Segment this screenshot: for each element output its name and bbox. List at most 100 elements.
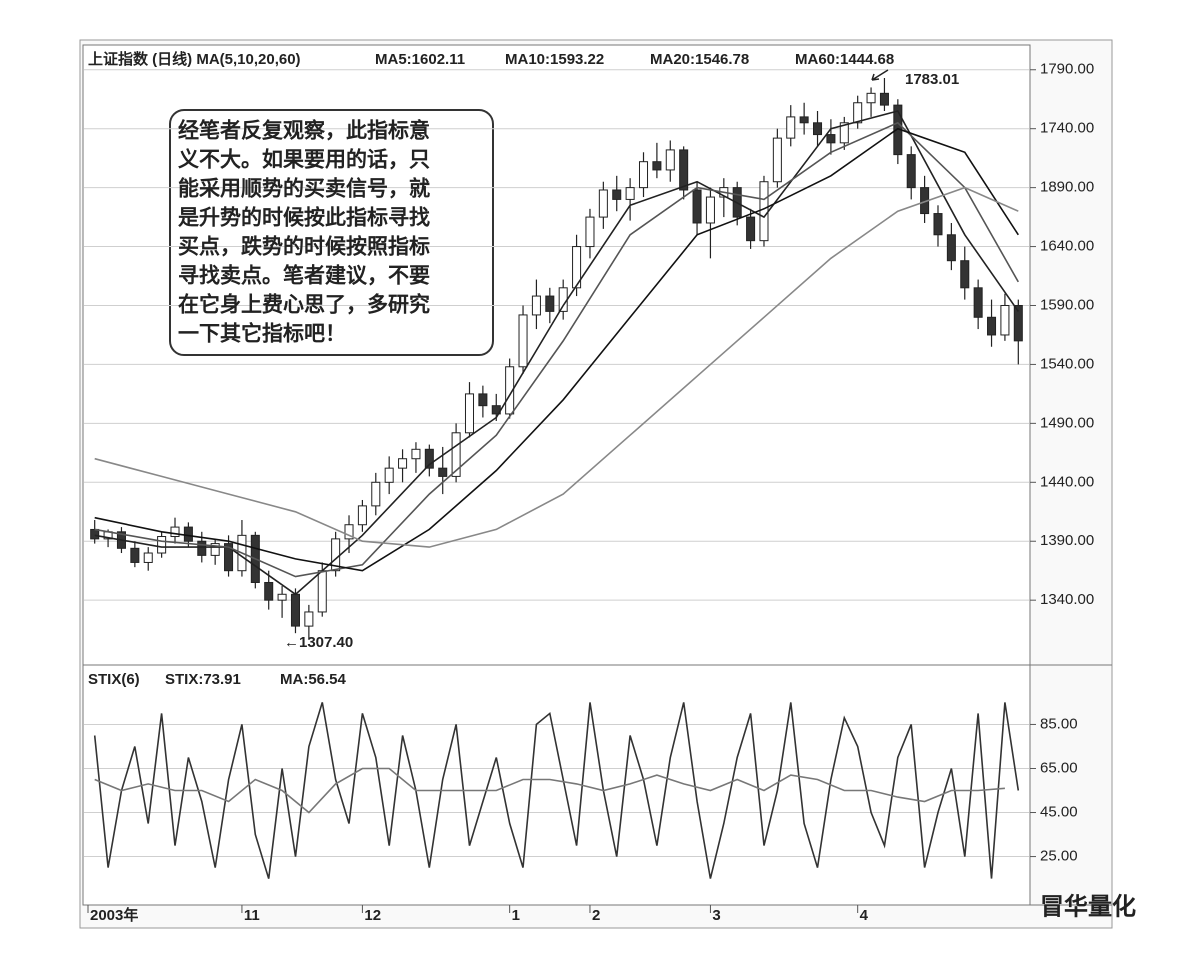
candle-body — [384, 467, 394, 483]
candle-body — [572, 246, 582, 289]
candle-body — [665, 149, 675, 171]
candle-body — [518, 314, 528, 368]
line-series — [94, 186, 1019, 548]
candle-body — [772, 137, 782, 183]
candle-body — [585, 216, 595, 248]
y-tick-label: 1340.00 — [1040, 591, 1094, 608]
candle-body — [625, 187, 635, 200]
line-series — [94, 127, 1019, 572]
note-box — [169, 109, 494, 356]
candle-body — [451, 432, 461, 477]
x-tick-label: 2 — [592, 907, 600, 924]
candle-body — [170, 526, 180, 538]
y-tick-label: 65.00 — [1040, 759, 1078, 776]
chart-title: 上证指数 (日线) MA(5,10,20,60) — [88, 50, 301, 68]
y-tick-label: 25.00 — [1040, 848, 1078, 865]
candle-body — [210, 543, 220, 556]
y-tick-label: 1490.00 — [1040, 414, 1094, 431]
candle-body — [411, 448, 421, 460]
y-tick-label: 1640.00 — [1040, 238, 1094, 255]
candle-body — [505, 366, 515, 415]
candle-body — [1000, 304, 1010, 336]
candle-body — [371, 481, 381, 507]
line-series — [94, 767, 1005, 814]
y-tick-label: 1890.00 — [1040, 179, 1094, 196]
candle-body — [612, 189, 622, 200]
candle-body — [866, 92, 876, 104]
candle-body — [960, 260, 970, 289]
legend-entry: MA:56.54 — [280, 671, 347, 688]
watermark: 冒华量化 — [1040, 892, 1136, 920]
legend-entry: STIX:73.91 — [165, 671, 241, 688]
candle-body — [759, 181, 769, 242]
y-tick-label: 45.00 — [1040, 803, 1078, 820]
candle-body — [906, 154, 916, 189]
annotation: ←1307.40 — [284, 634, 353, 651]
x-tick-label: 12 — [364, 907, 381, 924]
candle-body — [143, 552, 153, 563]
candle-body — [398, 458, 408, 469]
y-tick-label: 1390.00 — [1040, 532, 1094, 549]
y-tick-label: 1440.00 — [1040, 473, 1094, 490]
note-text: 一下其它指标吧！ — [178, 322, 346, 346]
y-tick-label: 1740.00 — [1040, 120, 1094, 137]
candle-body — [357, 505, 367, 526]
candle-body — [973, 287, 983, 318]
candle-body — [197, 540, 207, 556]
annotation: 1783.01 — [905, 71, 959, 88]
note-text: 是升势的时候按此指标寻找 — [178, 206, 430, 230]
candle-body — [786, 116, 796, 139]
candle-body — [344, 524, 354, 540]
candle-body — [638, 161, 649, 189]
candle-body — [813, 122, 823, 136]
line-series — [94, 121, 1019, 578]
candle-body — [90, 528, 100, 540]
y-tick-label: 1790.00 — [1040, 61, 1094, 78]
candle-body — [1013, 304, 1023, 342]
candle-body — [464, 393, 475, 434]
legend-entry: MA60:1444.68 — [795, 51, 894, 68]
candle-body — [438, 467, 448, 477]
legend-entry: MA5:1602.11 — [375, 51, 465, 68]
note-text: 寻找卖点。笔者建议，不要 — [178, 264, 430, 288]
x-tick-label: 2003年 — [90, 906, 138, 924]
candle-body — [987, 316, 997, 336]
x-tick-label: 4 — [860, 907, 869, 924]
candle-body — [705, 196, 715, 224]
legend-entry: MA20:1546.78 — [650, 51, 749, 68]
note-text: 在它身上费心思了，多研究 — [178, 293, 430, 317]
candle-body — [157, 536, 167, 554]
candle-body — [826, 134, 836, 144]
note-text: 义不大。如果要用的话，只 — [178, 148, 430, 172]
note-text: 经笔者反复观察，此指标意 — [178, 119, 430, 143]
candle-body — [264, 581, 274, 601]
x-tick-label: 3 — [712, 907, 720, 924]
candle-body — [746, 216, 756, 242]
annotation-arrow — [871, 69, 889, 81]
candle-body — [839, 122, 849, 144]
candle-body — [531, 295, 541, 316]
candle-body — [277, 593, 287, 601]
x-tick-label: 1 — [512, 907, 520, 924]
candle-body — [933, 213, 943, 236]
candle-body — [558, 287, 568, 312]
candle-body — [317, 570, 327, 613]
candle-body — [478, 393, 488, 407]
candle-body — [130, 547, 140, 563]
candle-body — [853, 102, 863, 124]
candle-body — [545, 295, 555, 312]
legend-entry: MA10:1593.22 — [505, 51, 604, 68]
candle-body — [692, 189, 702, 224]
candle-body — [183, 526, 193, 542]
candle-body — [224, 543, 234, 572]
candle-body — [946, 234, 956, 262]
candle-body — [652, 161, 662, 171]
y-tick-label: 1590.00 — [1040, 296, 1094, 313]
candle-body — [799, 116, 809, 124]
candle-body — [598, 189, 608, 218]
candle-body — [304, 611, 314, 627]
line-series — [94, 110, 1019, 596]
candle-body — [879, 92, 889, 106]
candle-body — [679, 149, 689, 191]
